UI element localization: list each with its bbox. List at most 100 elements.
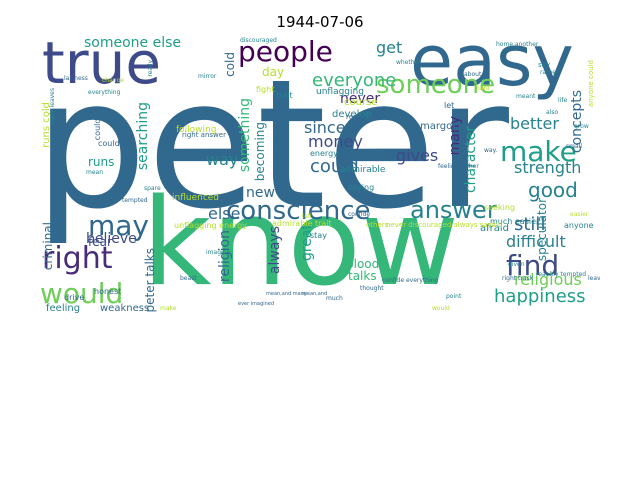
word-cloud-word: would	[432, 305, 450, 312]
word-cloud-word: mean,and	[302, 291, 328, 297]
word-cloud-word: reaoltly tempted	[536, 271, 587, 278]
word-cloud-word: weakness	[100, 303, 150, 314]
word-cloud-word: rather	[540, 69, 559, 76]
word-cloud-word: way	[206, 150, 239, 169]
word-cloud-word: searching	[135, 102, 151, 171]
word-cloud-word: tempted	[122, 197, 148, 204]
word-cloud-word: really	[147, 60, 154, 77]
word-cloud-word: honest	[94, 287, 122, 296]
word-cloud-word: talks	[348, 269, 377, 283]
word-cloud-word: energy	[310, 149, 338, 158]
word-cloud-word: develop	[332, 109, 372, 120]
word-cloud-word: confide everything	[382, 277, 439, 284]
word-cloud-word: great	[299, 224, 315, 262]
word-cloud-word: saying	[348, 183, 375, 192]
word-cloud-word: much easier	[490, 217, 540, 226]
word-cloud-word: criminal	[41, 222, 55, 271]
word-cloud-word: others	[366, 221, 389, 229]
word-cloud-word: runs	[88, 155, 115, 169]
word-cloud-word: home another	[496, 41, 539, 48]
word-cloud-word: speculator	[535, 198, 549, 262]
word-cloud-word: get	[376, 38, 403, 57]
word-cloud-word: admirable	[340, 165, 386, 175]
word-cloud-word: someone	[376, 70, 496, 100]
word-cloud-word: anyone	[564, 221, 594, 230]
word-cloud-word: could	[310, 156, 359, 177]
word-cloud-word: about	[464, 71, 482, 78]
word-cloud-word: conscience	[226, 196, 371, 226]
word-cloud-word: margot	[420, 121, 457, 132]
word-cloud-word: beast	[180, 275, 197, 282]
word-cloud-word: easier	[570, 211, 589, 218]
word-cloud-word: ever imagined	[238, 301, 275, 307]
word-cloud-word: hard	[476, 85, 490, 92]
word-cloud-word: way.	[484, 147, 498, 154]
word-cloud-word: people	[238, 36, 333, 68]
word-cloud-word: still	[514, 214, 546, 235]
word-cloud-word: never discouraged always saying	[386, 221, 503, 229]
word-cloud-word: following	[176, 125, 217, 135]
word-cloud-word: reply	[346, 113, 364, 121]
word-cloud-word: believe	[86, 231, 137, 247]
word-cloud-word: tell	[302, 213, 312, 220]
word-cloud-word: cold	[223, 52, 237, 77]
word-cloud-word: small	[566, 143, 582, 150]
word-cloud-word: laziness	[64, 75, 88, 82]
word-cloud-word: blood runs	[275, 128, 289, 192]
word-cloud-word: seeking	[484, 203, 516, 212]
chart-title: 1944-07-06	[276, 13, 364, 31]
word-cloud-word: right track	[502, 275, 534, 282]
word-cloud-word: imagine	[206, 249, 231, 256]
word-cloud-word: gives	[396, 146, 439, 165]
word-cloud-word: else	[208, 204, 241, 223]
word-cloud-word: meant	[516, 93, 536, 100]
word-cloud-word: find	[506, 249, 560, 282]
word-cloud-word: let	[444, 101, 455, 110]
word-cloud-word: answer	[410, 196, 497, 224]
word-cloud-word: change	[102, 77, 125, 84]
word-cloud-word: leave	[588, 275, 600, 282]
word-cloud-word: say	[538, 61, 551, 69]
word-cloud-word: drive	[64, 293, 85, 302]
word-cloud-word: make	[160, 305, 177, 312]
word-cloud-word: right	[42, 241, 113, 276]
word-cloud-word: thought	[360, 285, 384, 292]
word-cloud-word: strength	[514, 158, 582, 177]
word-cloud-word: discouraged	[240, 37, 277, 44]
word-cloud-word: everything	[88, 89, 121, 96]
word-cloud-word: given	[508, 261, 525, 268]
word-cloud-word: confide	[348, 211, 371, 218]
word-cloud-word: mirror	[198, 73, 217, 80]
word-cloud-word: reached	[176, 115, 201, 122]
word-cloud-word: happiness	[494, 286, 586, 307]
word-cloud-word: someone else	[84, 36, 182, 51]
word-cloud-word: always	[267, 226, 283, 275]
word-cloud-word: afraid	[480, 223, 510, 234]
word-cloud-word: fight	[256, 85, 275, 94]
word-cloud-word: trait	[276, 91, 293, 100]
word-cloud-word: good	[528, 178, 578, 202]
word-cloud-word: would	[40, 277, 124, 310]
word-cloud-word: anyone could	[587, 60, 595, 108]
word-cloud-word: never	[340, 91, 381, 107]
word-cloud-word: something	[237, 98, 253, 173]
word-cloud-word: point	[446, 293, 462, 300]
word-cloud: peter know easy true people someone make consci…	[40, 36, 600, 316]
word-cloud-word: grow	[574, 123, 589, 130]
word-cloud-word: stay	[310, 231, 327, 240]
word-cloud-word: character	[463, 126, 479, 194]
word-cloud-word: reply leaves	[49, 88, 56, 125]
word-cloud-word: could.	[93, 116, 102, 141]
word-cloud-word: could say	[98, 139, 137, 148]
word-cloud-word: admirable trait	[272, 219, 332, 228]
word-cloud-word: difficult	[506, 232, 566, 251]
word-cloud-word: better	[510, 114, 559, 133]
word-cloud-word: influenced	[172, 193, 220, 203]
word-cloud-word: life	[558, 97, 568, 104]
word-cloud-word: spare	[144, 185, 161, 192]
word-cloud-word: since	[304, 118, 346, 137]
word-cloud-word: whether	[396, 59, 421, 66]
word-cloud-word: much	[326, 295, 343, 302]
word-cloud-word: religious	[514, 270, 582, 289]
word-cloud-word: becoming	[253, 122, 267, 182]
